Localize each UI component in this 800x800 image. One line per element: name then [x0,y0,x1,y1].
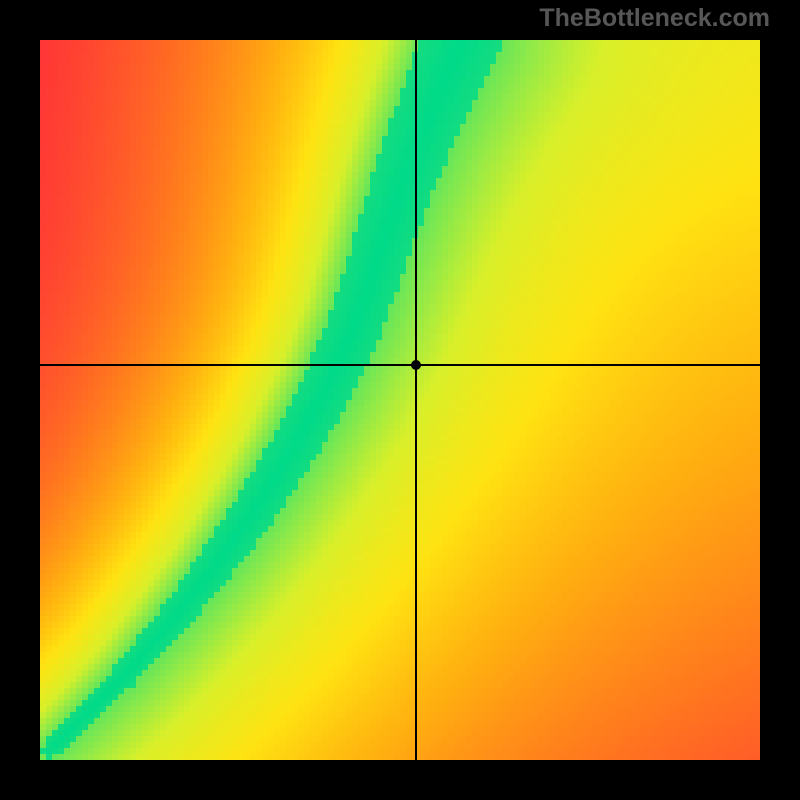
watermark-text: TheBottleneck.com [539,4,770,33]
crosshair-vertical [415,40,417,760]
bottleneck-heatmap [40,40,760,760]
crosshair-horizontal [40,364,760,366]
